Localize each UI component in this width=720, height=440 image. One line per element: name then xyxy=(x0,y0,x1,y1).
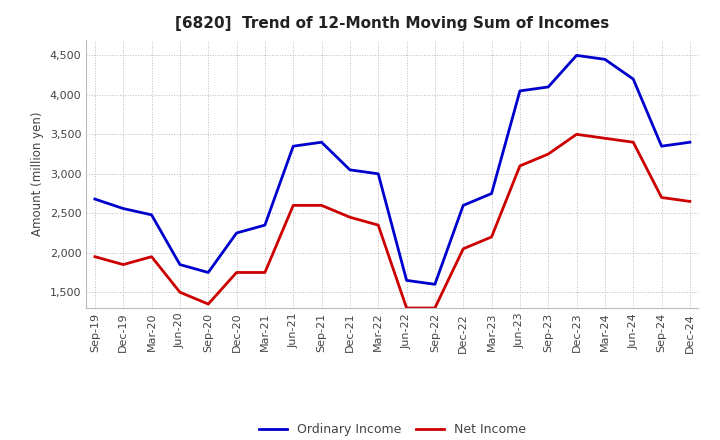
Legend: Ordinary Income, Net Income: Ordinary Income, Net Income xyxy=(254,418,531,440)
Ordinary Income xyxy=(289,143,297,149)
Ordinary Income xyxy=(431,282,439,287)
Net Income xyxy=(261,270,269,275)
Net Income xyxy=(600,136,609,141)
Ordinary Income xyxy=(516,88,524,94)
Ordinary Income xyxy=(572,53,581,58)
Line: Net Income: Net Income xyxy=(95,134,690,308)
Y-axis label: Amount (million yen): Amount (million yen) xyxy=(32,112,45,236)
Ordinary Income xyxy=(176,262,184,267)
Ordinary Income xyxy=(487,191,496,196)
Net Income xyxy=(657,195,666,200)
Net Income xyxy=(233,270,241,275)
Net Income xyxy=(289,203,297,208)
Net Income xyxy=(629,139,637,145)
Ordinary Income xyxy=(402,278,411,283)
Net Income xyxy=(176,290,184,295)
Net Income xyxy=(685,199,694,204)
Net Income xyxy=(544,151,552,157)
Ordinary Income xyxy=(374,171,382,176)
Ordinary Income xyxy=(119,206,127,211)
Net Income xyxy=(459,246,467,251)
Net Income xyxy=(346,215,354,220)
Net Income xyxy=(402,305,411,311)
Net Income xyxy=(318,203,326,208)
Title: [6820]  Trend of 12-Month Moving Sum of Incomes: [6820] Trend of 12-Month Moving Sum of I… xyxy=(175,16,610,32)
Ordinary Income xyxy=(629,77,637,82)
Line: Ordinary Income: Ordinary Income xyxy=(95,55,690,284)
Ordinary Income xyxy=(685,139,694,145)
Ordinary Income xyxy=(459,203,467,208)
Net Income xyxy=(572,132,581,137)
Ordinary Income xyxy=(600,57,609,62)
Ordinary Income xyxy=(346,167,354,172)
Ordinary Income xyxy=(261,223,269,228)
Ordinary Income xyxy=(544,84,552,90)
Net Income xyxy=(516,163,524,169)
Ordinary Income xyxy=(91,196,99,202)
Ordinary Income xyxy=(204,270,212,275)
Net Income xyxy=(204,301,212,307)
Net Income xyxy=(374,223,382,228)
Net Income xyxy=(119,262,127,267)
Net Income xyxy=(487,235,496,240)
Ordinary Income xyxy=(318,139,326,145)
Net Income xyxy=(431,305,439,311)
Ordinary Income xyxy=(233,231,241,236)
Net Income xyxy=(148,254,156,259)
Ordinary Income xyxy=(148,212,156,217)
Ordinary Income xyxy=(657,143,666,149)
Net Income xyxy=(91,254,99,259)
